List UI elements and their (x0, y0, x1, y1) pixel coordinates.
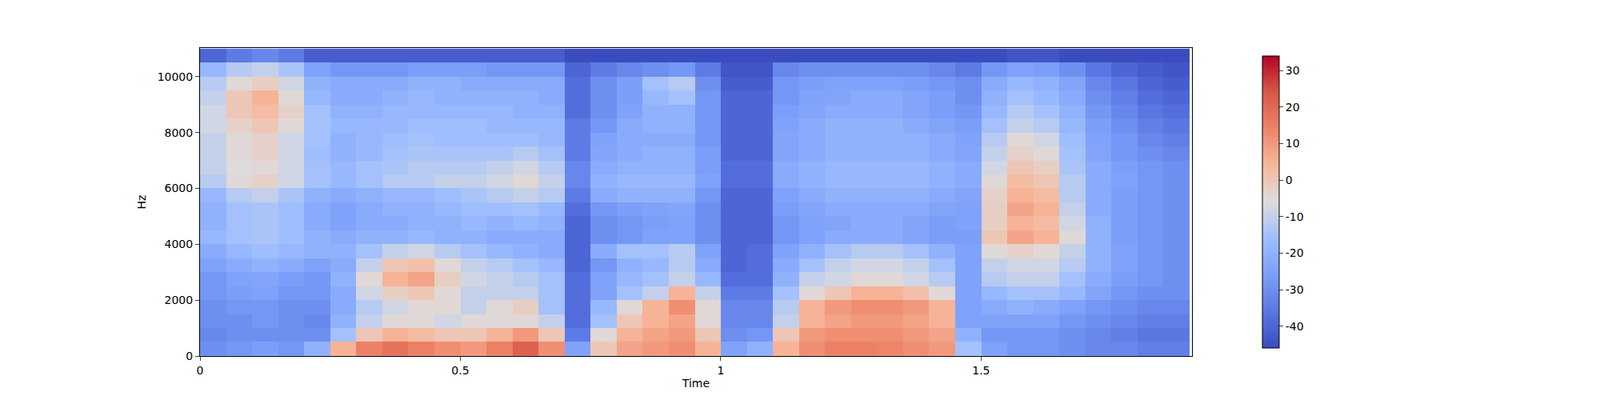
svg-text:20: 20 (1285, 100, 1300, 114)
svg-text:-20: -20 (1285, 246, 1304, 260)
svg-text:-40: -40 (1285, 320, 1304, 333)
svg-text:0: 0 (1285, 173, 1293, 187)
svg-text:0: 0 (196, 364, 204, 377)
svg-text:-10: -10 (1285, 210, 1304, 224)
svg-text:8000: 8000 (164, 126, 194, 140)
svg-text:1: 1 (716, 364, 724, 377)
svg-text:6000: 6000 (164, 181, 194, 195)
svg-text:30: 30 (1285, 64, 1300, 77)
svg-text:Time: Time (681, 376, 710, 390)
svg-text:1.5: 1.5 (972, 364, 990, 377)
svg-text:10000: 10000 (157, 70, 194, 84)
svg-text:Hz: Hz (135, 195, 148, 210)
svg-text:2000: 2000 (164, 293, 194, 307)
svg-text:-30: -30 (1285, 283, 1304, 296)
svg-text:4000: 4000 (164, 237, 194, 251)
svg-text:0: 0 (185, 349, 193, 363)
svg-text:0.5: 0.5 (451, 364, 469, 377)
svg-text:10: 10 (1285, 136, 1300, 150)
